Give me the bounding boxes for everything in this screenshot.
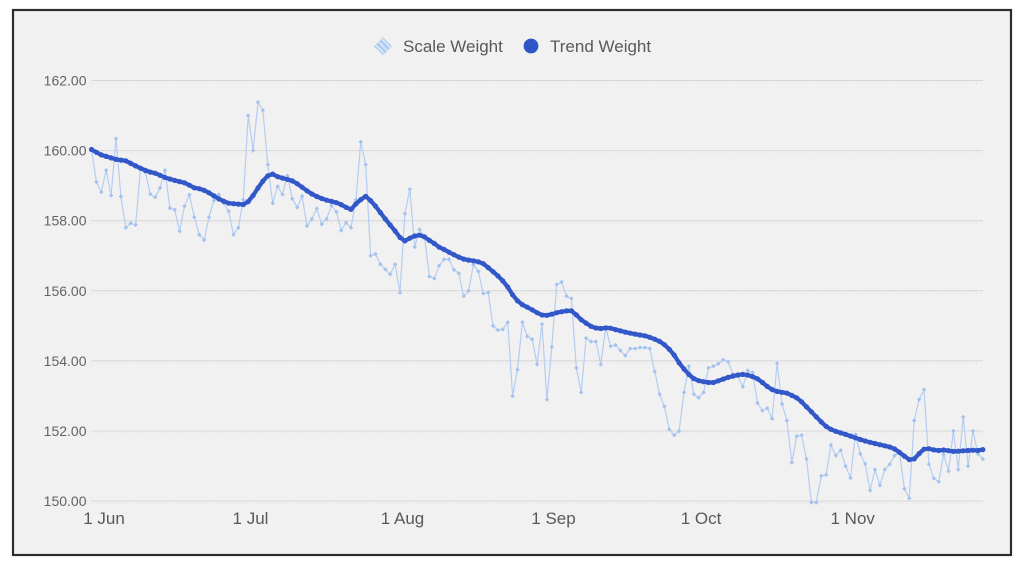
svg-text:150.00: 150.00 <box>44 493 87 509</box>
svg-text:154.00: 154.00 <box>44 353 87 369</box>
svg-text:Scale Weight: Scale Weight <box>403 37 503 56</box>
svg-text:1 Aug: 1 Aug <box>381 509 425 528</box>
svg-text:1 Sep: 1 Sep <box>531 509 575 528</box>
svg-text:160.00: 160.00 <box>44 143 87 159</box>
svg-text:Trend Weight: Trend Weight <box>550 37 651 56</box>
svg-text:158.00: 158.00 <box>44 213 87 229</box>
svg-text:1 Jun: 1 Jun <box>83 509 125 528</box>
svg-text:1 Jul: 1 Jul <box>233 509 269 528</box>
svg-text:1 Oct: 1 Oct <box>681 509 722 528</box>
svg-text:156.00: 156.00 <box>44 283 87 299</box>
svg-text:152.00: 152.00 <box>44 423 87 439</box>
svg-text:1 Nov: 1 Nov <box>830 509 875 528</box>
svg-text:162.00: 162.00 <box>44 73 87 89</box>
